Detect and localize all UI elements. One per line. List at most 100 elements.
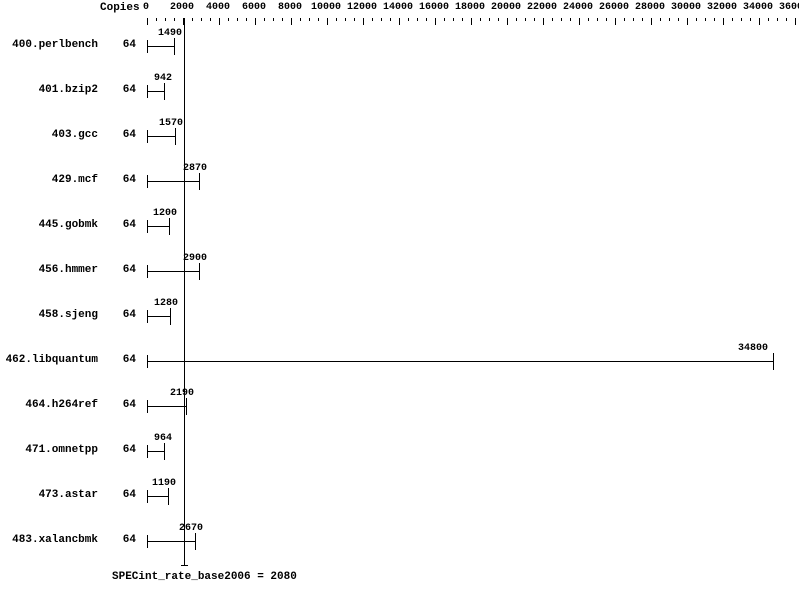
x-tick-label: 24000 [563,2,593,13]
x-tick-major [723,18,724,25]
x-tick-minor [597,18,598,21]
x-tick-minor [516,18,517,21]
x-tick-minor [732,18,733,21]
bar-value-label: 964 [154,433,172,444]
bar-value-label: 2670 [179,523,203,534]
bar [147,361,773,362]
x-tick-minor [768,18,769,21]
x-tick-label: 26000 [599,2,629,13]
x-tick-major [219,18,220,25]
x-tick-minor [561,18,562,21]
x-tick-minor [633,18,634,21]
x-tick-major [615,18,616,25]
x-tick-minor [498,18,499,21]
x-tick-minor [264,18,265,21]
bar-cap-left [147,445,148,458]
x-tick-label: 30000 [671,2,701,13]
x-tick-label: 16000 [419,2,449,13]
x-tick-label: 8000 [278,2,302,13]
copies-value: 64 [100,399,136,411]
benchmark-label: 464.h264ref [0,399,98,411]
x-tick-major [291,18,292,25]
bar-cap-left [147,355,148,368]
bar-value-mark [168,488,169,505]
bar [147,316,170,317]
bar [147,451,164,452]
x-tick-label: 2000 [170,2,194,13]
x-tick-minor [318,18,319,21]
bar-value-label: 1200 [153,208,177,219]
copies-value: 64 [100,444,136,456]
x-tick-major [363,18,364,25]
x-tick-label: 14000 [383,2,413,13]
x-tick-minor [444,18,445,21]
x-tick-minor [777,18,778,21]
bar-value-mark [199,173,200,190]
bar [147,181,199,182]
x-tick-minor [408,18,409,21]
x-tick-label: 36000 [779,2,799,13]
bar [147,541,195,542]
x-tick-minor [174,18,175,21]
bar [147,271,199,272]
x-tick-minor [426,18,427,21]
copies-value: 64 [100,129,136,141]
x-tick-minor [390,18,391,21]
copies-value: 64 [100,534,136,546]
copies-value: 64 [100,264,136,276]
x-tick-minor [588,18,589,21]
bar-value-mark [174,38,175,55]
x-tick-minor [165,18,166,21]
bar [147,406,186,407]
x-tick-minor [489,18,490,21]
bar-value-mark [773,353,774,370]
bar-cap-left [147,85,148,98]
x-tick-label: 6000 [242,2,266,13]
x-tick-label: 28000 [635,2,665,13]
x-tick-minor [696,18,697,21]
reference-line [184,18,185,565]
bar [147,46,174,47]
x-tick-minor [714,18,715,21]
bar-cap-left [147,265,148,278]
bar-value-label: 1570 [159,118,183,129]
x-tick-minor [462,18,463,21]
x-tick-minor [273,18,274,21]
bar-value-mark [170,308,171,325]
x-tick-minor [570,18,571,21]
x-tick-major [327,18,328,25]
bar-cap-left [147,40,148,53]
x-tick-minor [678,18,679,21]
benchmark-label: 473.astar [0,489,98,501]
x-tick-minor [453,18,454,21]
x-tick-major [687,18,688,25]
copies-value: 64 [100,309,136,321]
copies-value: 64 [100,84,136,96]
benchmark-label: 483.xalancbmk [0,534,98,546]
copies-value: 64 [100,219,136,231]
bar [147,91,164,92]
benchmark-label: 401.bzip2 [0,84,98,96]
bar-value-mark [164,443,165,460]
x-tick-minor [534,18,535,21]
bar-value-label: 1280 [154,298,178,309]
bar-cap-left [147,535,148,548]
x-tick-minor [300,18,301,21]
x-tick-minor [246,18,247,21]
bar-value-mark [195,533,196,550]
x-tick-minor [786,18,787,21]
bar-cap-left [147,175,148,188]
x-tick-minor [705,18,706,21]
x-tick-minor [336,18,337,21]
x-tick-minor [237,18,238,21]
bar-value-mark [186,398,187,415]
x-tick-minor [642,18,643,21]
spec-rate-chart: Copies0200040006000800010000120001400016… [0,0,799,606]
x-tick-major [543,18,544,25]
x-tick-major [399,18,400,25]
x-tick-major [255,18,256,25]
x-tick-label: 32000 [707,2,737,13]
bar-cap-left [147,400,148,413]
x-tick-minor [624,18,625,21]
x-tick-minor [417,18,418,21]
